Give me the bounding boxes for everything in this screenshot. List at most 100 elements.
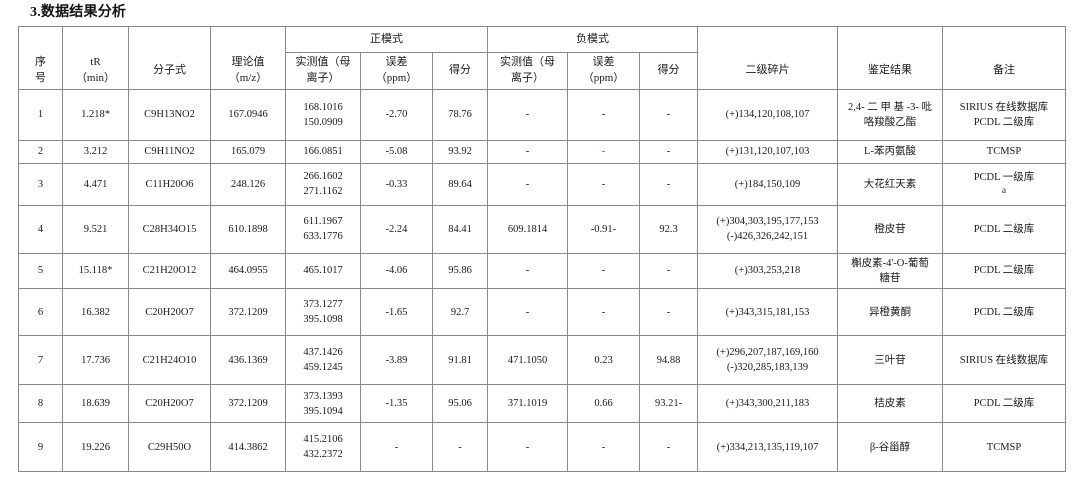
cell-pos-error: -5.08 (360, 139, 433, 164)
cell-fragments: (+)343,315,181,153 (697, 288, 838, 337)
cell-remarks: PCDL 二级库 (942, 288, 1066, 337)
cell-neg-error: - (567, 88, 640, 141)
cell-no: 7 (18, 335, 63, 386)
header-tr: tR （min） (62, 52, 129, 90)
header-neg-measured-line1: 实测值（母 (500, 56, 555, 68)
cell-formula: C20H20O7 (128, 384, 211, 424)
cell-neg-measured: 471.1050 (487, 335, 568, 386)
cell-formula: C9H11NO2 (128, 139, 211, 164)
cell-remarks: TCMSP (942, 422, 1066, 473)
cell-neg-error: - (567, 288, 640, 337)
header-no-line2: 号 (35, 71, 46, 84)
cell-pos-score: 89.64 (432, 162, 488, 206)
cell-pos-measured: 437.1426 459.1245 (285, 335, 361, 386)
header-pos-error: 误差 （ppm） (360, 52, 433, 90)
header-neg-error-line2: （ppm） (582, 71, 625, 84)
cell-pos-measured: 415.2106 432.2372 (285, 422, 361, 473)
cell-pos-measured-line1: 437.1426 (303, 347, 343, 359)
cell-pos-score: 93.92 (432, 139, 488, 164)
cell-pos-score: 95.06 (432, 384, 488, 424)
header-pos-error-line2: （ppm） (375, 71, 418, 84)
cell-neg-score: 92.3 (639, 204, 698, 254)
cell-identification: 槲皮素-4'-O-葡萄 糖苷 (837, 252, 943, 290)
header-pos-measured-line1: 实测值（母 (295, 56, 351, 68)
table-row: 4 9.521 C28H34O15 610.1898 611.1967 633.1776 -… (18, 204, 1066, 254)
cell-tr: 15.118* (62, 252, 129, 290)
cell-fragments-line2: (-)320,285,183,139 (726, 362, 809, 374)
cell-fragments: (+)184,150,109 (697, 162, 838, 206)
header-fragments: 二级碎片 (697, 52, 838, 90)
cell-formula: C21H20O12 (128, 252, 211, 290)
cell-pos-measured: 373.1277 395.1098 (285, 288, 361, 337)
header-theoretical-top (210, 26, 286, 53)
cell-fragments-line1: (+)304,303,195,177,153 (716, 216, 819, 228)
cell-identification: L-苯丙氨酸 (837, 139, 943, 164)
cell-remarks: PCDL 一级库 a (942, 162, 1066, 206)
header-no: 序 号 (18, 52, 63, 90)
cell-no: 1 (18, 88, 63, 141)
header-theoretical-line1: 理论值 (231, 55, 265, 68)
cell-formula: C11H20O6 (128, 162, 211, 206)
cell-neg-score: - (639, 288, 698, 337)
header-row-sub: 序 号 tR （min） 分子式 理论值 （m/z） 实测值（母 离子） 误差 (18, 52, 1066, 90)
cell-identification: 三叶苷 (837, 335, 943, 386)
header-tr-top (62, 26, 129, 53)
header-identification: 鉴定结果 (837, 52, 943, 90)
header-remarks-top (942, 26, 1066, 53)
cell-pos-measured-line2: 271.1162 (303, 186, 343, 198)
cell-no: 4 (18, 204, 63, 254)
cell-pos-measured-line2: 395.1094 (303, 405, 343, 417)
cell-neg-measured: 609.1814 (487, 204, 568, 254)
header-negative-mode: 负模式 (487, 26, 698, 53)
header-tr-line2: （min） (75, 71, 116, 84)
cell-neg-measured: 371.1019 (487, 384, 568, 424)
cell-remarks: PCDL 二级库 (942, 204, 1066, 254)
cell-pos-error: -3.89 (360, 335, 433, 386)
cell-pos-measured: 373.1393 395.1094 (285, 384, 361, 424)
cell-remarks-line1: SIRIUS 在线数据库 (959, 101, 1049, 113)
header-no-line1: 序 (35, 55, 46, 68)
cell-tr: 4.471 (62, 162, 129, 206)
cell-tr: 3.212 (62, 139, 129, 164)
cell-theoretical: 372.1209 (210, 288, 286, 337)
cell-no: 9 (18, 422, 63, 473)
table-row: 9 19.226 C29H50O 414.3862 415.2106 432.2372- -… (18, 422, 1066, 473)
header-neg-measured-line2: 离子） (511, 71, 544, 84)
cell-formula: C20H20O7 (128, 288, 211, 337)
cell-theoretical: 248.126 (210, 162, 286, 206)
cell-identification: 橙皮苷 (837, 204, 943, 254)
cell-pos-measured-line2: 459.1245 (303, 362, 343, 374)
header-identification-top (837, 26, 943, 53)
cell-pos-error: -2.70 (360, 88, 433, 141)
cell-fragments-line2: (-)426,326,242,151 (726, 231, 809, 243)
cell-pos-measured: 611.1967 633.1776 (285, 204, 361, 254)
cell-pos-measured-line1: 266.1602 (303, 171, 343, 183)
cell-neg-error: -0.91- (567, 204, 640, 254)
cell-pos-measured: 168.1016 150.0909 (285, 88, 361, 141)
cell-remarks: SIRIUS 在线数据库 PCDL 二级库 (942, 88, 1066, 141)
cell-pos-measured-line2: 432.2372 (303, 449, 343, 461)
cell-tr: 9.521 (62, 204, 129, 254)
cell-pos-error: -1.65 (360, 288, 433, 337)
cell-theoretical: 165.079 (210, 139, 286, 164)
cell-tr: 1.218* (62, 88, 129, 141)
cell-neg-error: - (567, 162, 640, 206)
cell-theoretical: 372.1209 (210, 384, 286, 424)
cell-neg-score: 94.88 (639, 335, 698, 386)
header-neg-error: 误差 （ppm） (567, 52, 640, 90)
cell-theoretical: 464.0955 (210, 252, 286, 290)
cell-fragments: (+)296,207,187,169,160 (-)320,285,183,139 (697, 335, 838, 386)
header-pos-measured-line2: 离子） (306, 71, 340, 84)
cell-neg-measured: - (487, 252, 568, 290)
cell-identification-line1: 槲皮素-4'-O-葡萄 (851, 257, 929, 269)
header-row-group: 正模式 负模式 (18, 26, 1066, 53)
cell-remarks: PCDL 二级库 (942, 384, 1066, 424)
header-tr-line1: tR (90, 55, 101, 68)
cell-remarks: SIRIUS 在线数据库 (942, 335, 1066, 386)
cell-fragments: (+)131,120,107,103 (697, 139, 838, 164)
header-remarks: 备注 (942, 52, 1066, 90)
cell-neg-score: - (639, 88, 698, 141)
cell-no: 3 (18, 162, 63, 206)
cell-pos-score: 92.7 (432, 288, 488, 337)
cell-fragments-line1: (+)296,207,187,169,160 (716, 347, 819, 359)
